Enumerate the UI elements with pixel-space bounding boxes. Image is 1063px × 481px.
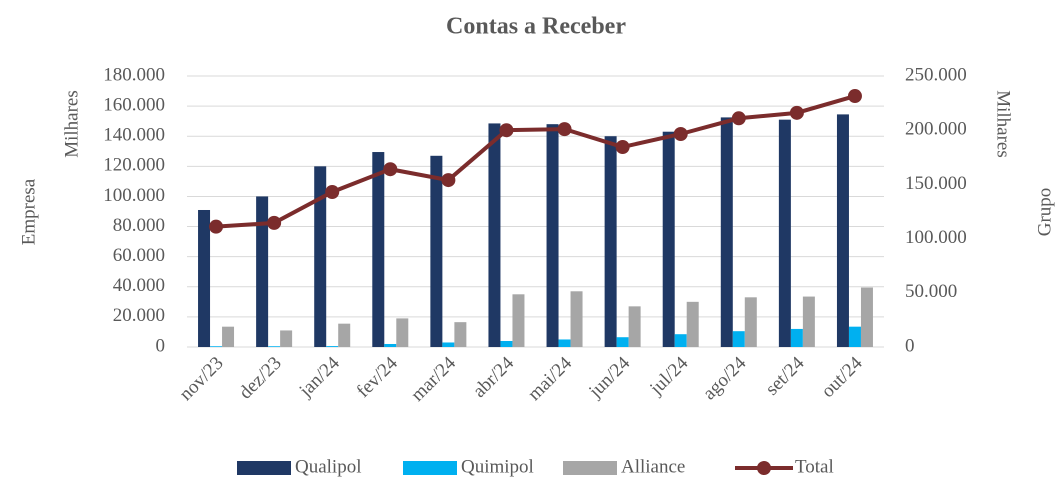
y-tick-label: 180.000 <box>103 64 165 85</box>
y-tick-label: 0 <box>156 335 166 356</box>
line-marker <box>731 111 746 126</box>
line-marker <box>673 126 688 141</box>
legend-swatch <box>757 461 771 475</box>
x-tick-label: set/24 <box>762 352 809 399</box>
line-marker <box>557 122 572 137</box>
bar <box>430 155 443 347</box>
bar <box>314 166 327 347</box>
y-axis-label: Empresa <box>18 178 39 245</box>
line-marker <box>441 173 456 188</box>
bar <box>256 196 269 347</box>
x-tick-label: dez/23 <box>235 353 286 404</box>
legend-swatch <box>237 461 291 475</box>
x-tick-label: abr/24 <box>469 352 519 402</box>
x-tick-label: mar/24 <box>407 352 460 405</box>
bar <box>732 331 745 347</box>
bar <box>210 346 223 347</box>
y2-axis-label: Grupo <box>1034 188 1055 237</box>
y-tick-label: 60.000 <box>113 245 165 266</box>
y2-tick-label: 200.000 <box>905 119 967 140</box>
bar <box>384 343 397 347</box>
x-tick-label: jan/24 <box>295 352 344 401</box>
legend-swatch <box>403 461 457 475</box>
x-tick-label: fev/24 <box>353 352 403 402</box>
bar <box>558 339 571 347</box>
y-tick-label: 160.000 <box>103 94 165 115</box>
legend-label: Total <box>795 456 834 477</box>
y-tick-label: 20.000 <box>113 305 165 326</box>
line-marker <box>847 89 862 104</box>
y2-tick-label: 150.000 <box>905 173 967 194</box>
x-tick-label: mai/24 <box>524 352 577 405</box>
bar <box>720 117 733 348</box>
y-tick-label: 100.000 <box>103 185 165 206</box>
line-marker <box>209 219 224 234</box>
bar <box>744 297 757 347</box>
bar <box>570 291 583 347</box>
bar <box>686 301 699 347</box>
bar <box>488 123 501 347</box>
bar <box>674 334 687 347</box>
bar <box>802 296 815 347</box>
legend-label: Alliance <box>621 456 685 477</box>
bar <box>222 326 235 347</box>
line-marker <box>383 162 398 177</box>
y2-axis-units: Milhares <box>993 90 1014 158</box>
bar <box>628 306 641 347</box>
bar <box>790 328 803 347</box>
bar <box>326 346 339 347</box>
bar <box>616 337 629 347</box>
line-marker <box>267 215 282 230</box>
bar <box>442 342 455 347</box>
bar <box>512 294 525 347</box>
y2-tick-label: 50.000 <box>905 281 957 302</box>
line-marker <box>789 105 804 120</box>
x-tick-label: out/24 <box>817 352 867 402</box>
line-marker <box>325 184 340 199</box>
bar <box>396 318 409 347</box>
bar <box>500 340 513 347</box>
bar <box>280 330 293 347</box>
y2-tick-label: 100.000 <box>905 227 967 248</box>
bar <box>546 124 559 347</box>
line-marker <box>615 140 630 155</box>
bar <box>268 346 281 347</box>
bar <box>198 209 211 347</box>
bar <box>662 131 675 347</box>
y2-tick-label: 0 <box>905 335 915 356</box>
y-tick-label: 80.000 <box>113 215 165 236</box>
y-axis-units: Milhares <box>61 90 82 158</box>
bar <box>338 323 351 347</box>
bar <box>604 136 617 347</box>
chart-title: Contas a Receber <box>446 14 626 40</box>
legend-label: Qualipol <box>295 456 362 477</box>
bar <box>454 322 467 347</box>
legend-swatch <box>563 461 617 475</box>
y-tick-label: 40.000 <box>113 275 165 296</box>
legend-label: Quimipol <box>461 456 534 477</box>
y-tick-label: 140.000 <box>103 125 165 146</box>
x-tick-label: jun/24 <box>584 352 634 402</box>
x-tick-label: jul/24 <box>645 352 692 399</box>
y2-tick-label: 250.000 <box>905 64 967 85</box>
bar <box>860 287 873 347</box>
x-tick-label: ago/24 <box>699 352 751 404</box>
line <box>215 94 856 229</box>
y-tick-label: 120.000 <box>103 155 165 176</box>
bar <box>778 119 791 348</box>
x-tick-label: nov/23 <box>175 353 227 405</box>
bar <box>836 114 849 348</box>
bar <box>848 326 861 347</box>
bar <box>372 152 385 347</box>
line-marker <box>499 123 514 138</box>
